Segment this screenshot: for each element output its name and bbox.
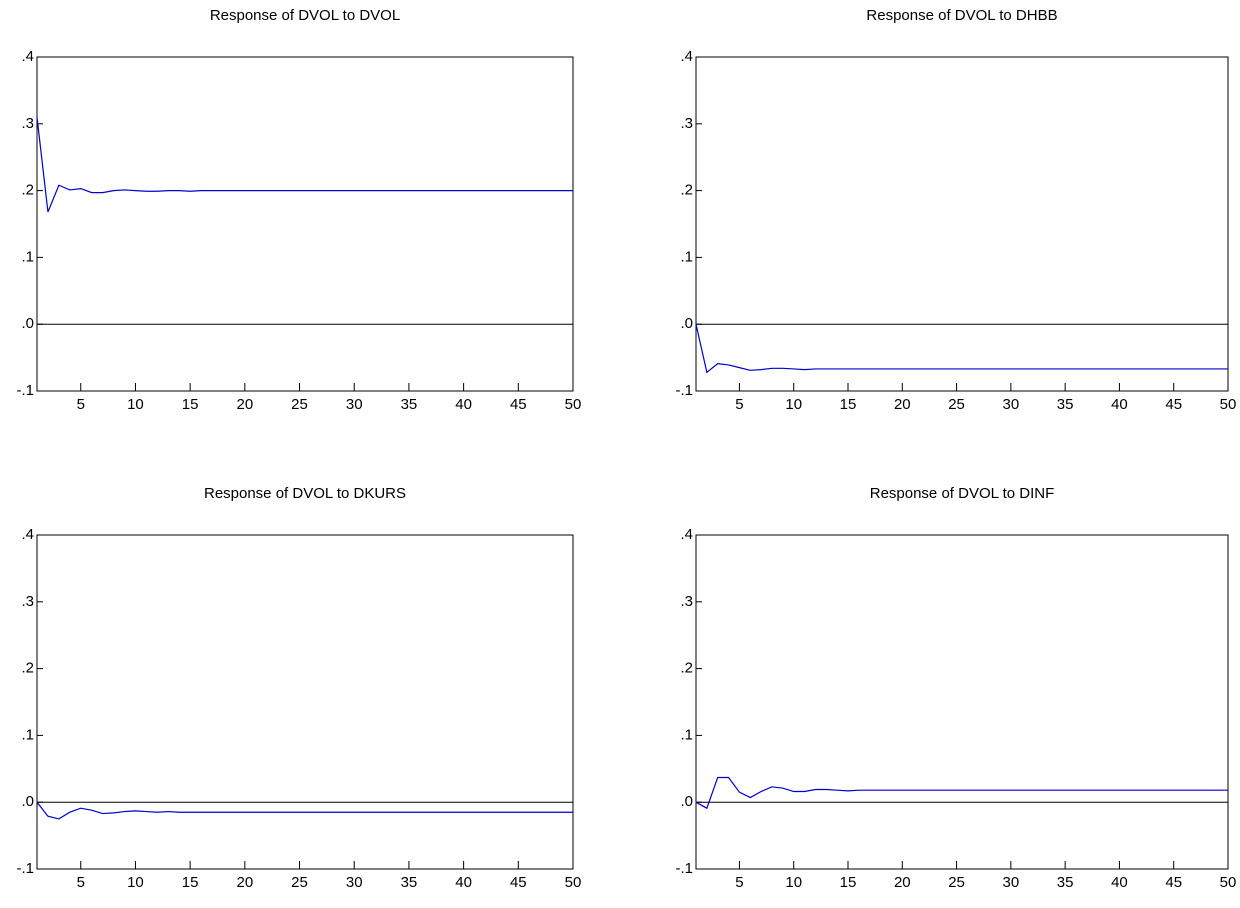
plot-frame — [36, 534, 574, 870]
line-series — [695, 324, 1228, 374]
y-tick-label: .3 — [680, 115, 693, 132]
x-tick-label: 15 — [182, 396, 199, 413]
x-tick-label: 45 — [1165, 396, 1182, 413]
x-tick-label: 25 — [291, 396, 308, 413]
y-tick-label: .3 — [21, 593, 34, 610]
x-tick-label: 25 — [948, 874, 965, 891]
y-tick-label: .3 — [680, 593, 693, 610]
x-tick-label: 35 — [401, 396, 418, 413]
x-tick-label: 30 — [346, 396, 363, 413]
y-tick-label: .4 — [680, 526, 693, 543]
x-tick-label: 20 — [894, 874, 911, 891]
y-tick-label: .4 — [21, 526, 34, 543]
plot-frame — [36, 56, 574, 392]
line-series — [36, 117, 573, 213]
chart-title: Response of DVOL to DVOL — [210, 7, 400, 24]
x-tick-label: 30 — [346, 874, 363, 891]
plot-frame — [695, 534, 1229, 870]
y-tick-label: .4 — [21, 48, 34, 65]
y-tick-label: .0 — [680, 793, 693, 810]
y-tick-label: .2 — [680, 182, 693, 199]
y-tick-label: .2 — [680, 660, 693, 677]
x-tick-label: 30 — [1003, 396, 1020, 413]
y-tick-label: .0 — [21, 793, 34, 810]
y-tick-label: .1 — [21, 248, 34, 265]
y-tick-label: .1 — [680, 726, 693, 743]
x-tick-label: 10 — [127, 396, 144, 413]
x-tick-label: 45 — [510, 396, 527, 413]
x-tick-label: 35 — [1057, 396, 1074, 413]
x-tick-label: 5 — [735, 396, 743, 413]
line-series — [36, 801, 573, 820]
x-tick-label: 35 — [1057, 874, 1074, 891]
x-tick-label: 40 — [455, 396, 472, 413]
x-tick-label: 25 — [948, 396, 965, 413]
x-tick-label: 10 — [127, 874, 144, 891]
x-tick-label: 40 — [1111, 396, 1128, 413]
chart-title: Response of DVOL to DKURS — [204, 485, 406, 502]
x-tick-label: 25 — [291, 874, 308, 891]
x-tick-label: 5 — [77, 874, 85, 891]
x-tick-label: 40 — [455, 874, 472, 891]
x-tick-label: 15 — [840, 396, 857, 413]
x-tick-label: 10 — [785, 396, 802, 413]
y-tick-label: -.1 — [675, 860, 693, 877]
x-tick-label: 5 — [77, 396, 85, 413]
x-tick-label: 10 — [785, 874, 802, 891]
y-tick-label: .0 — [21, 315, 34, 332]
chart-title: Response of DVOL to DINF — [870, 485, 1055, 502]
y-tick-label: .4 — [680, 48, 693, 65]
x-tick-label: 50 — [1220, 396, 1237, 413]
x-tick-label: 50 — [565, 874, 582, 891]
y-tick-label: -.1 — [675, 382, 693, 399]
x-tick-label: 40 — [1111, 874, 1128, 891]
y-tick-label: .3 — [21, 115, 34, 132]
x-tick-label: 50 — [565, 396, 582, 413]
x-tick-label: 20 — [236, 396, 253, 413]
x-tick-label: 15 — [182, 874, 199, 891]
x-tick-label: 20 — [894, 396, 911, 413]
x-tick-label: 30 — [1003, 874, 1020, 891]
y-tick-label: .1 — [680, 248, 693, 265]
x-tick-label: 15 — [840, 874, 857, 891]
x-tick-label: 45 — [510, 874, 527, 891]
y-tick-label: -.1 — [16, 860, 34, 877]
x-tick-label: 20 — [236, 874, 253, 891]
y-tick-label: .0 — [680, 315, 693, 332]
x-tick-label: 5 — [735, 874, 743, 891]
plot-frame — [695, 56, 1229, 392]
y-tick-label: .1 — [21, 726, 34, 743]
chart-title: Response of DVOL to DHBB — [866, 7, 1057, 24]
y-tick-label: .2 — [21, 182, 34, 199]
x-tick-label: 35 — [401, 874, 418, 891]
line-series — [695, 776, 1228, 810]
x-tick-label: 45 — [1165, 874, 1182, 891]
x-tick-label: 50 — [1220, 874, 1237, 891]
y-tick-label: .2 — [21, 660, 34, 677]
y-tick-label: -.1 — [16, 382, 34, 399]
